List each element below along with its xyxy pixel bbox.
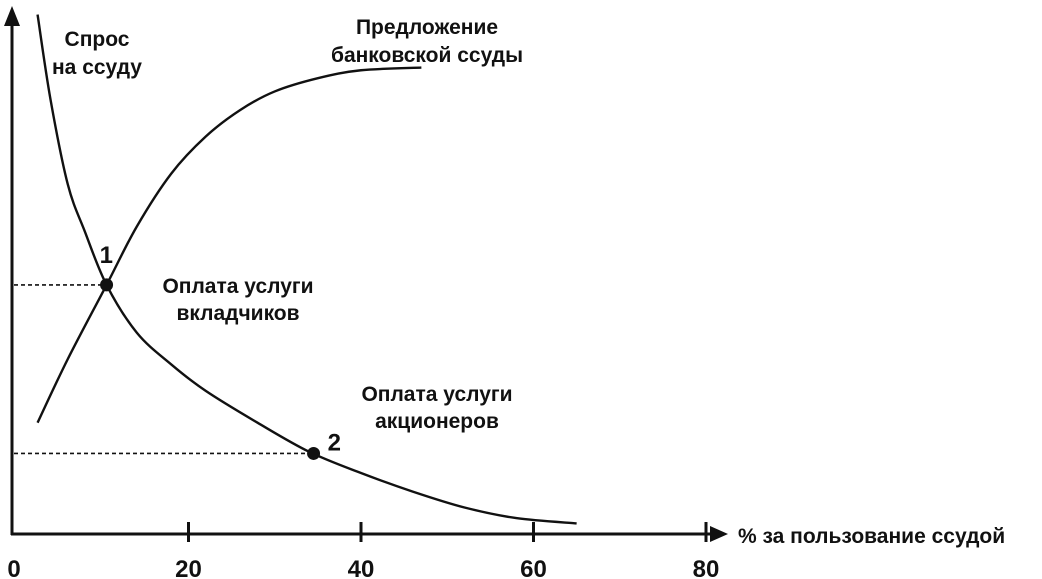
point-marker-2	[307, 446, 321, 460]
annotation-point-1: Оплата услуги вкладчиков	[162, 275, 313, 325]
x-axis-title: % за пользование ссудой	[738, 525, 1005, 548]
axes: 0 20 40 60 80 % за пользование ссудой	[4, 6, 1005, 579]
annotation-point-1-line-1: Оплата услуги	[162, 275, 313, 298]
y-axis-arrow	[4, 6, 20, 26]
x-tick-label-60: 60	[520, 556, 547, 579]
x-tick-label-40: 40	[348, 556, 375, 579]
annotation-point-2-line-2: акционеров	[375, 410, 499, 433]
demand-curve-label: Спрос на ссуду	[52, 28, 142, 79]
annotation-point-2: Оплата услуги акционеров	[361, 383, 512, 433]
supply-curve-label: Предложение банковской ссуды	[331, 16, 523, 67]
demand-curve-label-line-1: Спрос	[65, 28, 130, 51]
demand-curve	[36, 14, 577, 525]
demand-curve-label-line-2: на ссуду	[52, 56, 142, 79]
supply-curve	[36, 66, 422, 424]
x-tick-label-80: 80	[693, 556, 720, 579]
supply-curve-label-line-2: банковской ссуды	[331, 44, 523, 67]
annotation-point-1-line-2: вкладчиков	[176, 302, 299, 325]
annotation-point-2-line-1: Оплата услуги	[361, 383, 512, 406]
x-tick-label-0: 0	[7, 556, 20, 579]
labels: 1 2 Оплата услуги вкладчиков Оплата услуги ак…	[52, 16, 523, 456]
supply-curve-label-line-1: Предложение	[356, 16, 498, 39]
point-marker-1	[100, 278, 114, 292]
point-label-1: 1	[100, 242, 113, 269]
x-tick-label-20: 20	[175, 556, 202, 579]
guide-lines	[14, 284, 314, 455]
point-label-2: 2	[328, 429, 341, 456]
curves	[36, 14, 577, 525]
x-axis-arrow	[710, 526, 728, 542]
point-markers	[100, 278, 321, 460]
